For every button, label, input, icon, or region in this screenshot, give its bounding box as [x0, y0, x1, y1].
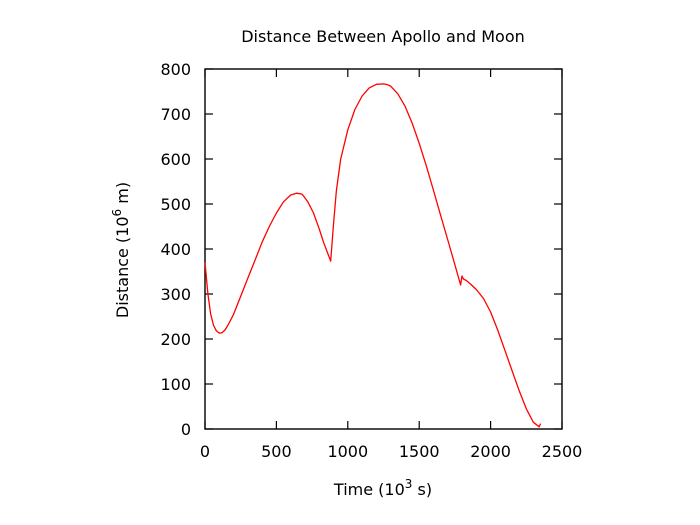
y-axis-label: Distance (106 m) [110, 182, 132, 318]
series-line [204, 83, 542, 428]
plot-frame [204, 68, 563, 430]
y-tick-label: 700 [160, 105, 191, 124]
y-axis-label-superscript: 6 [110, 209, 124, 217]
y-tick-label: 200 [160, 330, 191, 349]
x-tick-label: 2000 [470, 442, 511, 461]
x-axis-label-prefix: Time (10 [333, 480, 405, 499]
axes [204, 68, 563, 430]
x-axis-label: Time (103 s) [333, 477, 432, 499]
x-tick-label: 1500 [399, 442, 440, 461]
data-series [204, 83, 542, 428]
chart-title: Distance Between Apollo and Moon [241, 27, 525, 46]
y-axis-label-prefix: Distance (10 [113, 216, 132, 318]
x-tick-label: 2500 [542, 442, 583, 461]
y-tick-label: 600 [160, 150, 191, 169]
ticks: 0 500 1000 1500 2000 2500 0 100 200 300 400 500 600 7… [160, 60, 582, 461]
y-tick-label: 100 [160, 375, 191, 394]
x-axis-label-superscript: 3 [405, 477, 413, 491]
y-tick-label: 400 [160, 240, 191, 259]
y-axis-label-suffix: m) [113, 182, 132, 209]
y-tick-label: 300 [160, 285, 191, 304]
x-axis-label-suffix: s) [412, 480, 432, 499]
y-tick-label: 0 [181, 420, 191, 439]
y-tick-label: 800 [160, 60, 191, 79]
x-tick-label: 500 [261, 442, 292, 461]
x-tick-label: 0 [200, 442, 210, 461]
y-tick-label: 500 [160, 195, 191, 214]
x-tick-label: 1000 [327, 442, 368, 461]
